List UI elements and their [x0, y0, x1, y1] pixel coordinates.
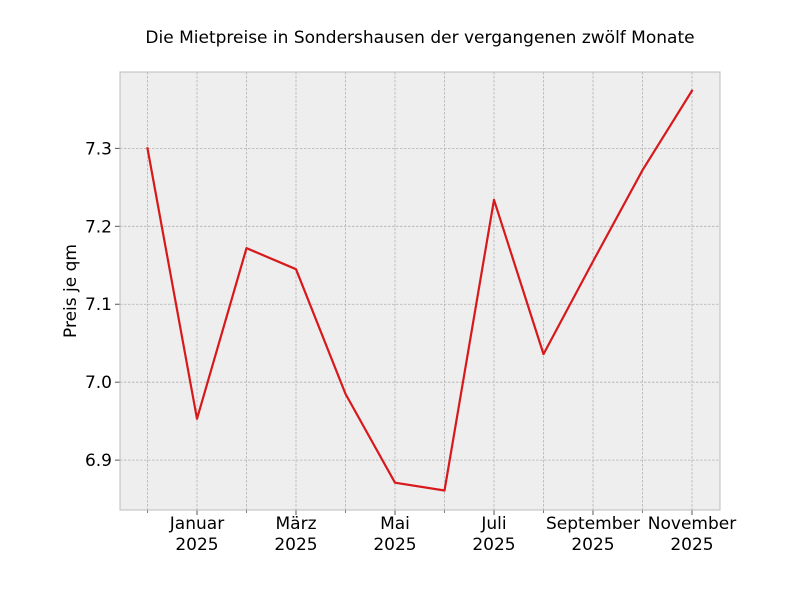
- x-tick-label: Januar: [169, 514, 224, 534]
- y-tick-label: 7.0: [85, 373, 112, 393]
- x-tick-label-year: 2025: [274, 535, 317, 555]
- grid-lines: [120, 72, 720, 510]
- x-tick-label: September: [546, 514, 640, 534]
- y-axis-label: Preis je qm: [61, 244, 81, 338]
- x-tick-label-year: 2025: [571, 535, 614, 555]
- chart-title: Die Mietpreise in Sondershausen der verg…: [145, 28, 694, 48]
- y-tick-label: 7.2: [85, 217, 112, 237]
- x-tick-label: November: [648, 514, 736, 534]
- y-tick-label: 6.9: [85, 451, 112, 471]
- x-tick-label-year: 2025: [670, 535, 713, 555]
- plot-area: [120, 72, 720, 510]
- x-tick-label-year: 2025: [175, 535, 218, 555]
- x-tick-label: Mai: [380, 514, 410, 534]
- plot-frame: [119, 71, 721, 511]
- y-tick-label: 7.1: [85, 295, 112, 315]
- axis-ticks: 6.97.07.17.27.3Januar2025März2025Mai2025…: [85, 139, 736, 555]
- y-tick-label: 7.3: [85, 139, 112, 159]
- series-layer: [146, 89, 694, 492]
- x-tick-label-year: 2025: [373, 535, 416, 555]
- x-tick-label: Juli: [480, 514, 506, 534]
- series-line: [146, 89, 694, 492]
- x-tick-label: März: [276, 514, 317, 534]
- x-tick-label-year: 2025: [472, 535, 515, 555]
